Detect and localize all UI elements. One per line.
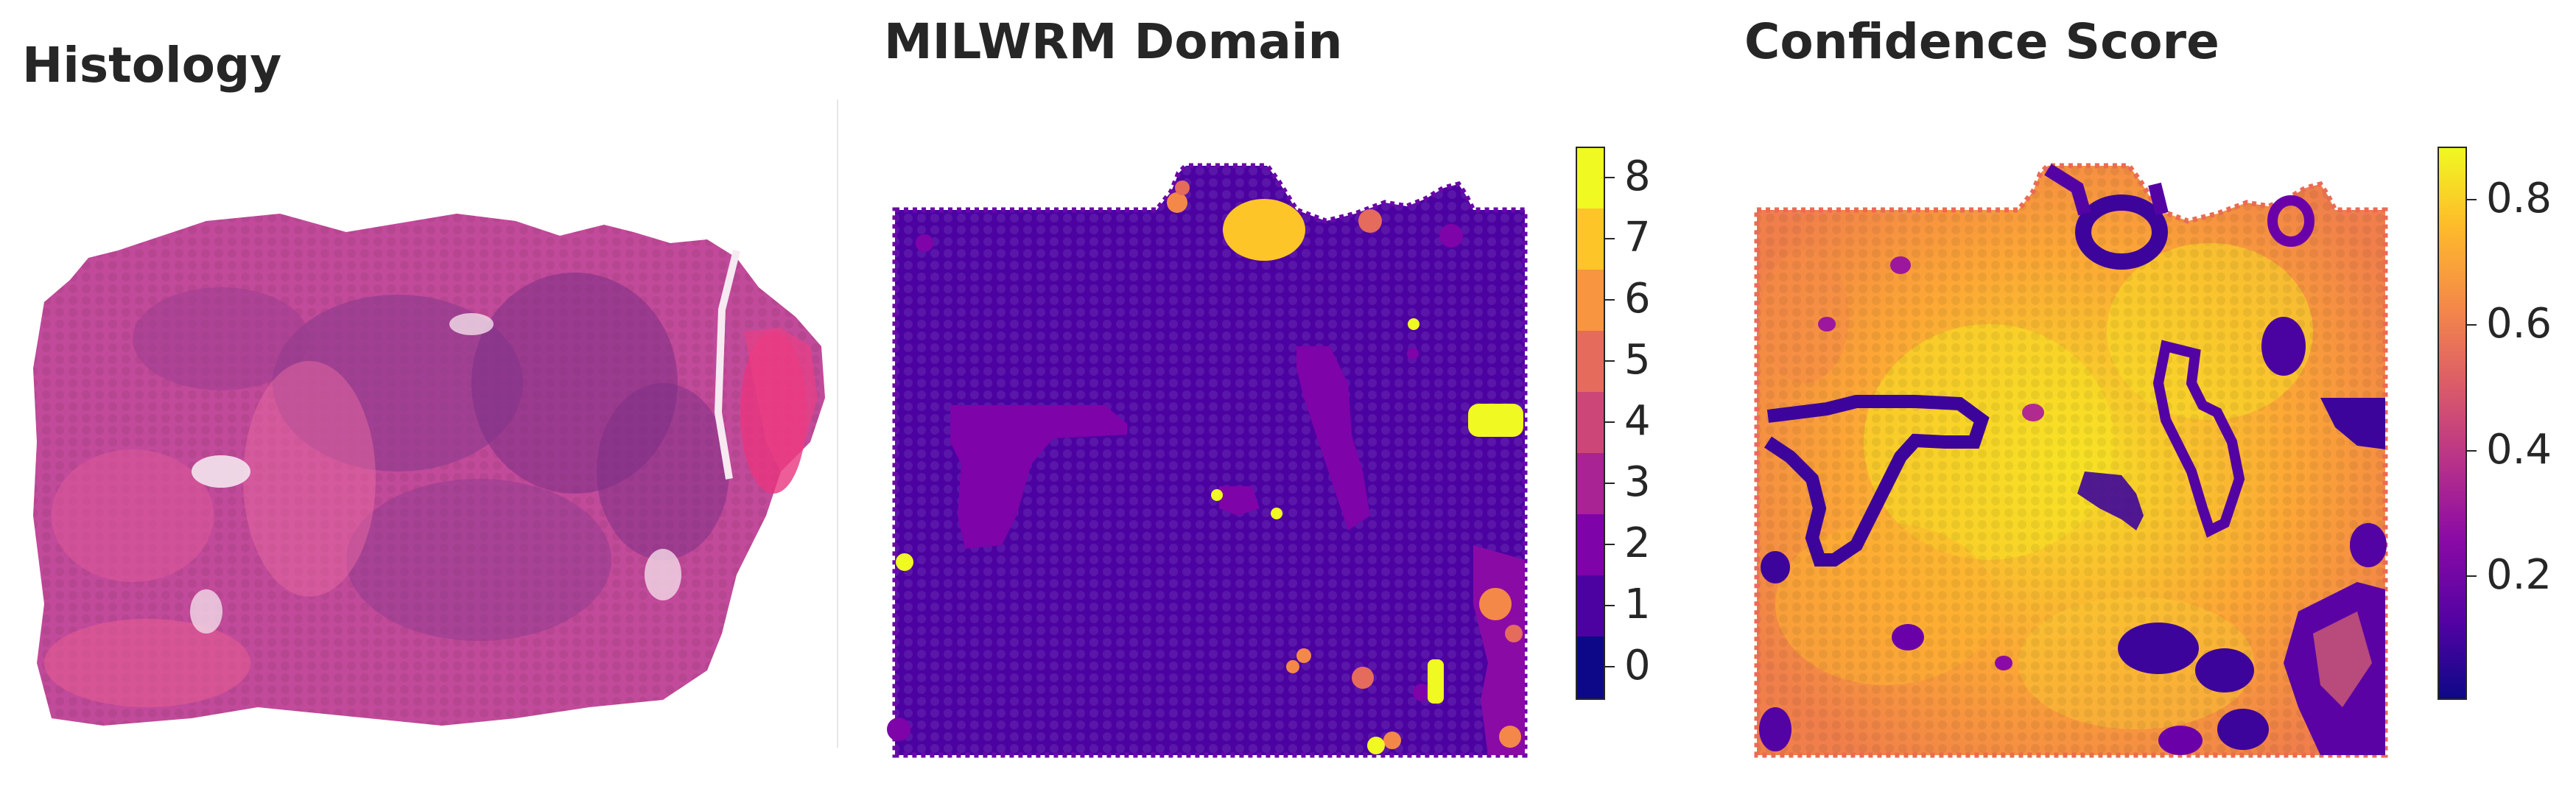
- domain-tick-3: 3: [1624, 458, 1651, 506]
- domain-tick-2: 2: [1624, 519, 1651, 567]
- confidence-tick-0-6: 0.6: [2486, 300, 2552, 348]
- confidence-colorbar[interactable]: [2438, 147, 2477, 700]
- domain-tick-5: 5: [1624, 336, 1651, 384]
- confidence-tick-0-4: 0.4: [2486, 426, 2552, 474]
- domain-tick-8: 8: [1624, 152, 1651, 200]
- histology-title: Histology: [22, 37, 282, 94]
- domain-tick-0: 0: [1624, 642, 1651, 690]
- domain-map: [887, 163, 1528, 758]
- domain-colorbar[interactable]: [1576, 147, 1615, 700]
- confidence-tick-0-8: 0.8: [2486, 175, 2552, 222]
- domain-tick-6: 6: [1624, 275, 1651, 323]
- domain-title: MILWRM Domain: [884, 13, 1343, 70]
- confidence-map: [1754, 163, 2388, 758]
- confidence-tick-0-2: 0.2: [2486, 551, 2552, 599]
- confidence-title: Confidence Score: [1744, 13, 2219, 70]
- histology-image: [33, 214, 825, 726]
- domain-tick-7: 7: [1624, 214, 1651, 262]
- domain-tick-4: 4: [1624, 397, 1651, 445]
- domain-tick-1: 1: [1624, 581, 1651, 628]
